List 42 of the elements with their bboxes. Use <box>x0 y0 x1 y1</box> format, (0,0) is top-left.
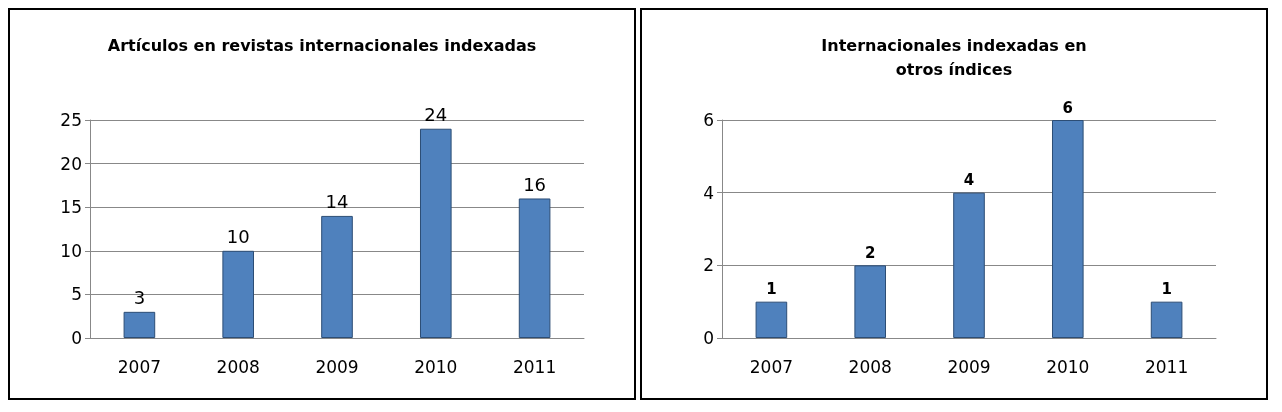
y-tick-label: 4 <box>703 182 714 203</box>
x-tick-label: 2010 <box>414 356 458 377</box>
bar <box>1150 301 1183 338</box>
x-tick-label: 2010 <box>1046 356 1090 377</box>
data-label: 6 <box>1062 98 1074 117</box>
x-tick-label: 2011 <box>1144 356 1189 377</box>
y-tick-label: 0 <box>71 328 82 348</box>
y-tick-label: 6 <box>703 110 714 130</box>
data-label: 24 <box>424 104 448 126</box>
bar <box>1051 120 1084 338</box>
y-tick-label: 2 <box>703 255 714 276</box>
data-label: 14 <box>325 191 349 213</box>
bar <box>518 198 551 338</box>
y-tick-label: 15 <box>60 197 82 218</box>
x-tick-label: 2011 <box>512 356 557 377</box>
bar <box>321 215 353 338</box>
x-tick-label: 2008 <box>216 356 260 377</box>
data-label: 3 <box>133 287 146 309</box>
x-tick-label: 2007 <box>749 356 794 377</box>
y-tick-label: 0 <box>703 328 714 348</box>
bar <box>222 250 255 338</box>
data-label: 4 <box>963 171 975 190</box>
data-label: 2 <box>864 243 876 262</box>
chart-title: Internacionales indexadas en otros índices <box>821 35 1087 79</box>
y-tick-label: 20 <box>60 153 82 174</box>
data-label: 10 <box>226 226 250 248</box>
bar <box>755 301 788 338</box>
data-label: 16 <box>523 173 547 195</box>
x-tick-label: 2009 <box>315 356 359 377</box>
data-label: 1 <box>766 280 777 299</box>
bar <box>953 192 985 338</box>
bar <box>419 128 452 338</box>
chart-title: Artículos en revistas internacionales indexadas <box>107 35 537 55</box>
y-tick-label: 10 <box>60 240 82 261</box>
x-tick-label: 2007 <box>117 356 162 377</box>
bar <box>854 265 887 338</box>
x-tick-label: 2009 <box>947 356 991 377</box>
y-tick-label: 25 <box>60 110 82 130</box>
bar <box>123 311 156 338</box>
y-tick-label: 5 <box>71 284 82 305</box>
data-label: 1 <box>1161 280 1172 299</box>
x-tick-label: 2008 <box>848 356 892 377</box>
